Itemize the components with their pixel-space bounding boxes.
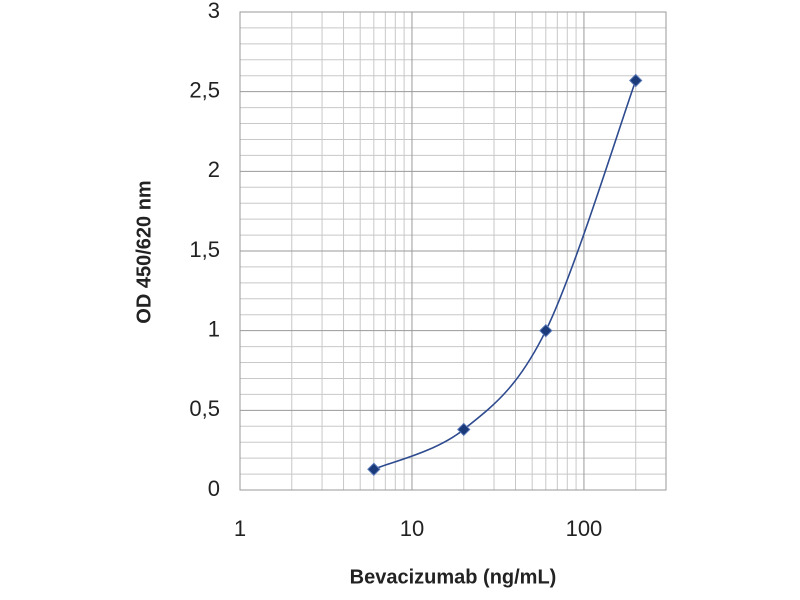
marker	[367, 462, 381, 476]
y-tick-label: 3	[208, 0, 220, 23]
x-tick-label: 1	[234, 516, 246, 541]
y-tick-label: 1,5	[189, 237, 220, 262]
marker	[457, 422, 471, 437]
line	[373, 80, 637, 471]
y-tick-label: 2	[208, 157, 220, 182]
x-tick-label: 10	[400, 516, 424, 541]
y-axis-title: OD 450/620 nm	[133, 180, 155, 323]
y-tick-label: 0,5	[189, 396, 220, 421]
y-tick-label: 2,5	[189, 77, 220, 102]
marker	[539, 323, 553, 338]
marker	[629, 73, 643, 88]
y-tick-label: 0	[208, 476, 220, 501]
plot-frame	[239, 11, 667, 491]
y-tick-label: 1	[208, 316, 220, 341]
x-tick-label: 100	[566, 516, 603, 541]
x-axis-title: Bevacizumab (ng/mL)	[350, 566, 557, 588]
